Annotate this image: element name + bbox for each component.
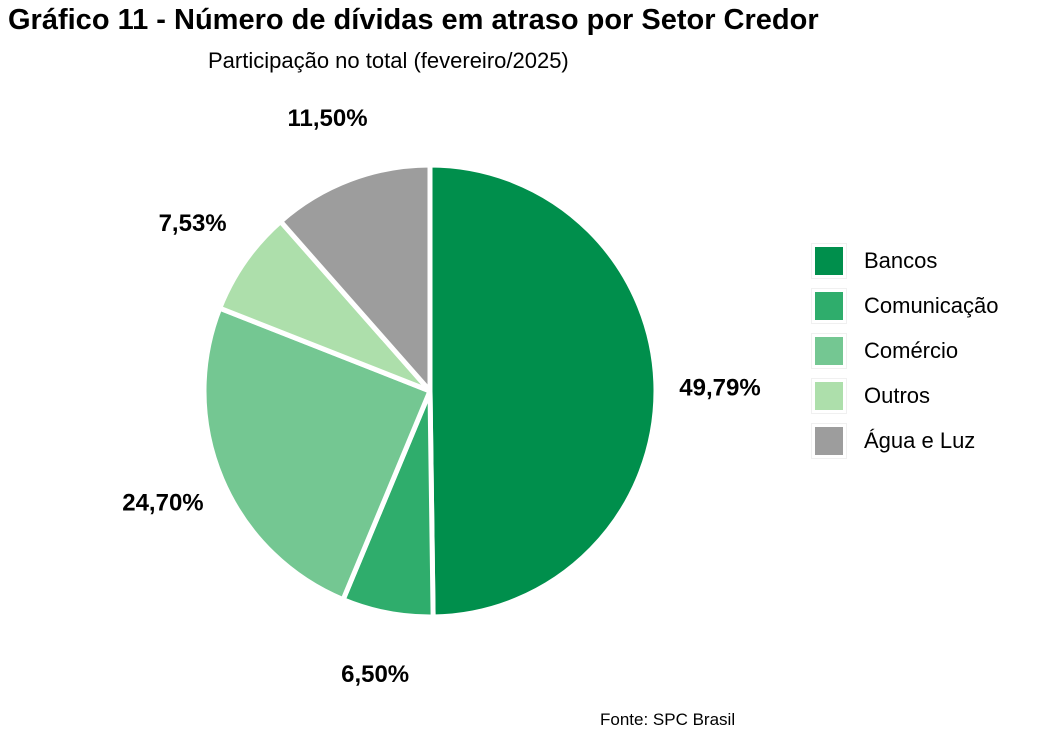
legend-label: Outros	[864, 382, 931, 408]
chart-subtitle: Participação no total (fevereiro/2025)	[208, 48, 569, 73]
legend-item-bancos: Bancos	[812, 238, 999, 283]
legend-swatch	[812, 333, 846, 368]
legend: Bancos Comunicação Comércio Outros Água …	[812, 238, 999, 463]
data-label-comunicacao: 6,50%	[341, 661, 409, 688]
legend-item-outros: Outros	[812, 373, 999, 418]
legend-label: Comércio	[864, 337, 959, 363]
pie-slice-bancos	[427, 162, 659, 620]
legend-swatch	[812, 288, 846, 323]
legend-item-agua-e-luz: Água e Luz	[812, 418, 999, 463]
legend-swatch	[812, 423, 846, 458]
legend-item-comercio: Comércio	[812, 328, 999, 373]
legend-label: Bancos	[864, 247, 938, 273]
source-note: Fonte: SPC Brasil	[600, 710, 736, 729]
legend-label: Comunicação	[864, 292, 999, 318]
legend-swatch	[812, 243, 846, 278]
pie-slice-agua-e-luz	[278, 162, 433, 394]
data-label-comercio: 24,70%	[122, 489, 203, 516]
legend-item-comunicacao: Comunicação	[812, 283, 999, 328]
legend-label: Água e Luz	[864, 427, 976, 453]
data-label-outros: 7,53%	[159, 210, 227, 237]
data-label-agua-e-luz: 11,50%	[287, 105, 367, 132]
data-label-bancos: 49,79%	[679, 374, 760, 401]
pie-slice-comercio	[201, 305, 433, 603]
legend-swatch	[812, 378, 846, 413]
chart-title: Gráfico 11 - Número de dívidas em atraso…	[8, 4, 819, 36]
